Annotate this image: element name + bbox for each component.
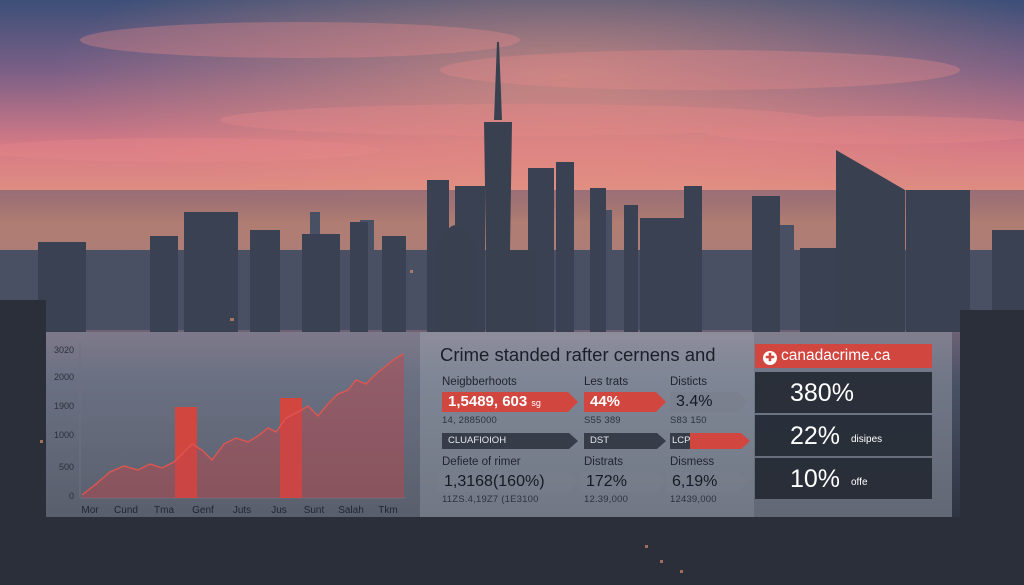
y-tick-label: 2000	[54, 372, 74, 382]
stat-value-dismess: 6,19%	[666, 472, 748, 492]
stat-sub-districts-2: 12.39,000	[584, 494, 629, 505]
stat-value-crime-rate: 1,3168(160%)	[438, 472, 578, 492]
tag-lcp: LCP	[670, 433, 750, 449]
y-tick-label: 0	[69, 491, 74, 501]
site-stat-note: disipes	[851, 434, 883, 445]
x-tick-label: Cund	[114, 505, 138, 516]
chart-bar	[280, 398, 302, 498]
crime-stats-panel: Crime standed rafter cernens and Neigbbe…	[420, 332, 754, 517]
stat-value-districts: 3.4%	[670, 392, 748, 412]
stat-label-rates: Les trats	[584, 376, 629, 388]
stats-title: Crime standed rafter cernens and	[440, 344, 716, 365]
chart-canvas: 3020 2000 1900 1000 500 0 Mor Cund Tma Genf Juts J…	[54, 342, 406, 516]
stat-label-neighborhoods: Neigbberhoots	[442, 376, 517, 388]
crime-trend-chart: 3020 2000 1900 1000 500 0 Mor Cund Tma Genf Juts J…	[46, 332, 420, 517]
site-stat-value: 10%	[790, 465, 841, 493]
x-tick-label: Salah	[338, 505, 364, 516]
tag-clarification: CLUAFIOIOH	[442, 433, 578, 449]
trend-area	[82, 354, 404, 498]
stat-value-districts-2: 172%	[580, 472, 666, 492]
tag-lcp-label: LCP	[670, 433, 690, 449]
x-axis-labels: Mor Cund Tma Genf Juts Jus Sunt Salah Tkm	[81, 505, 397, 516]
stat-sub-dismess: 12439,000	[670, 494, 717, 505]
x-tick-label: Tma	[154, 505, 174, 516]
x-tick-label: Juts	[233, 505, 251, 516]
site-name: canadacrime.ca	[781, 347, 891, 364]
y-axis-labels: 3020 2000 1900 1000 500 0	[54, 345, 74, 501]
x-tick-label: Tkm	[378, 505, 397, 516]
tag-lcp-bar	[690, 433, 750, 449]
maple-leaf-icon: ✚	[763, 351, 777, 365]
site-stat-row: 380%	[755, 372, 932, 413]
stat-sub-districts: S83 150	[670, 415, 707, 426]
stat-value-neighborhoods: 1,5489, 603 sg	[442, 392, 578, 412]
stat-sub-crime-rate: 11ZS.4,19Z7 (1E3100	[442, 494, 539, 505]
stat-sub-neighborhoods: 14, 2885000	[442, 415, 498, 426]
x-tick-label: Mor	[81, 505, 99, 516]
y-tick-label: 1900	[54, 401, 74, 411]
tag-dst: DST	[584, 433, 666, 449]
site-stat-row: 22% disipes	[755, 415, 932, 456]
site-stat-row: 10% offe	[755, 458, 932, 499]
x-tick-label: Jus	[271, 505, 287, 516]
site-stat-value: 22%	[790, 422, 841, 450]
y-tick-label: 3020	[54, 345, 74, 355]
site-brand-header: ✚ canadacrime.ca	[755, 344, 932, 368]
stat-label-dismess: Dismess	[670, 456, 715, 468]
y-tick-label: 500	[59, 462, 74, 472]
site-stat-value: 380%	[790, 379, 854, 407]
chart-bar	[175, 407, 197, 498]
stat-sub-rates: S55 389	[584, 415, 621, 426]
site-summary-panel: ✚ canadacrime.ca 380% 22% disipes 10% off…	[754, 332, 952, 517]
x-tick-label: Sunt	[304, 505, 325, 516]
y-tick-label: 1000	[54, 430, 74, 440]
site-stat-note: offe	[851, 477, 868, 488]
trend-line	[81, 353, 405, 496]
stat-label-crime-rate: Defiete of rimer	[442, 456, 521, 468]
x-tick-label: Genf	[192, 505, 214, 516]
stat-value-rates: 44%	[584, 392, 666, 412]
stat-label-districts-2: Distrats	[584, 456, 623, 468]
stat-label-districts: Disticts	[670, 376, 708, 388]
